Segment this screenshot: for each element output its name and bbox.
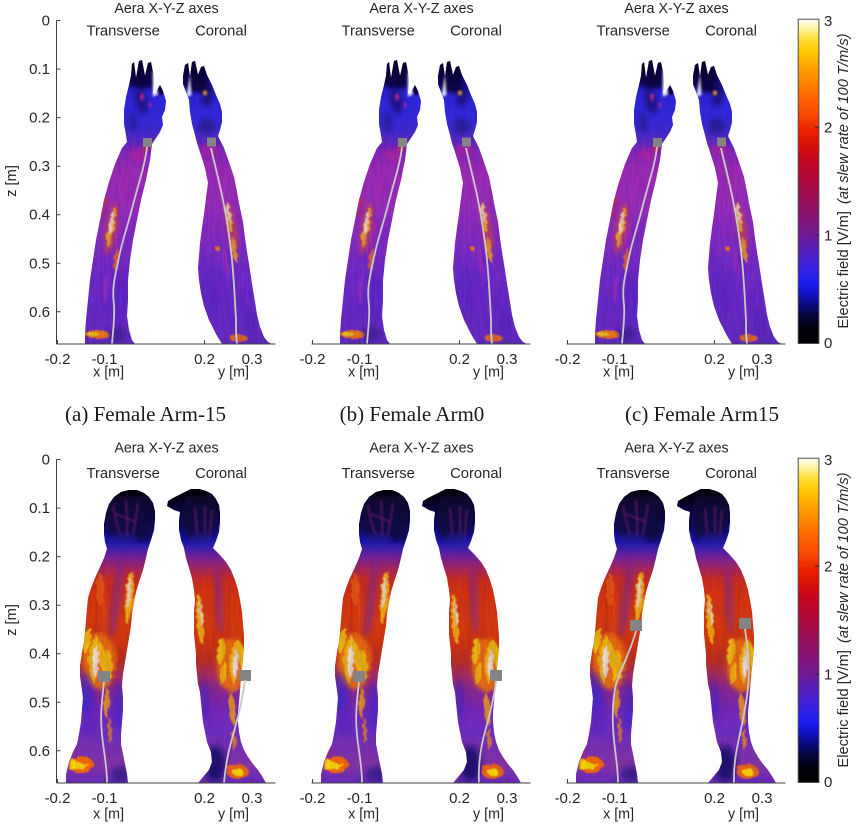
svg-text:3: 3 — [824, 13, 832, 30]
svg-text:0.2: 0.2 — [29, 110, 50, 127]
svg-text:y [m]: y [m] — [473, 807, 504, 823]
svg-text:Transverse: Transverse — [596, 466, 669, 482]
svg-text:Transverse: Transverse — [341, 466, 414, 482]
svg-text:y [m]: y [m] — [218, 807, 249, 823]
svg-text:-0.2: -0.2 — [555, 790, 581, 807]
svg-text:-0.1: -0.1 — [602, 351, 628, 368]
svg-text:Aera X-Y-Z axes: Aera X-Y-Z axes — [369, 1, 473, 17]
svg-text:Electric field [V/m](at slew r: Electric field [V/m](at slew rate of 100… — [836, 472, 852, 767]
svg-text:0.2: 0.2 — [29, 549, 50, 566]
svg-text:0.2: 0.2 — [194, 790, 215, 807]
svg-text:-0.2: -0.2 — [300, 790, 326, 807]
svg-text:Coronal: Coronal — [705, 24, 757, 40]
svg-text:0: 0 — [42, 452, 50, 469]
svg-text:0.3: 0.3 — [752, 790, 773, 807]
svg-text:x [m]: x [m] — [603, 807, 634, 823]
svg-text:y [m]: y [m] — [728, 807, 759, 823]
svg-text:Electric field [V/m](at slew r: Electric field [V/m](at slew rate of 100… — [836, 33, 852, 328]
svg-text:Aera X-Y-Z axes: Aera X-Y-Z axes — [369, 441, 473, 457]
svg-text:-0.2: -0.2 — [45, 790, 71, 807]
svg-text:Coronal: Coronal — [450, 24, 502, 40]
svg-text:Coronal: Coronal — [705, 466, 757, 482]
svg-text:Aera X-Y-Z axes: Aera X-Y-Z axes — [624, 1, 728, 17]
svg-text:0.5: 0.5 — [29, 694, 50, 711]
svg-text:x [m]: x [m] — [93, 365, 124, 381]
svg-text:1: 1 — [824, 227, 832, 244]
svg-text:0.2: 0.2 — [449, 351, 470, 368]
svg-text:0.5: 0.5 — [29, 255, 50, 272]
svg-text:z [m]: z [m] — [4, 165, 20, 197]
svg-text:0.2: 0.2 — [194, 351, 215, 368]
svg-text:3: 3 — [824, 452, 832, 469]
svg-text:-0.1: -0.1 — [347, 351, 373, 368]
svg-text:Transverse: Transverse — [596, 24, 669, 40]
svg-text:Aera X-Y-Z axes: Aera X-Y-Z axes — [624, 441, 728, 457]
svg-text:1: 1 — [824, 666, 832, 683]
svg-text:x [m]: x [m] — [603, 365, 634, 381]
svg-text:0.3: 0.3 — [29, 597, 50, 614]
svg-text:Coronal: Coronal — [450, 466, 502, 482]
svg-text:Transverse: Transverse — [341, 24, 414, 40]
svg-text:Transverse: Transverse — [86, 466, 159, 482]
svg-text:-0.2: -0.2 — [555, 351, 581, 368]
svg-text:0: 0 — [42, 13, 50, 30]
svg-text:y [m]: y [m] — [728, 365, 759, 381]
svg-text:0.2: 0.2 — [704, 351, 725, 368]
svg-text:0.6: 0.6 — [29, 743, 50, 760]
svg-text:(a) Female Arm-15: (a) Female Arm-15 — [65, 402, 226, 426]
svg-text:0.1: 0.1 — [29, 61, 50, 78]
svg-text:0.3: 0.3 — [242, 790, 263, 807]
svg-text:Transverse: Transverse — [86, 24, 159, 40]
svg-text:y [m]: y [m] — [218, 365, 249, 381]
svg-text:0.3: 0.3 — [497, 351, 518, 368]
svg-text:0.4: 0.4 — [29, 646, 50, 663]
svg-text:2: 2 — [824, 119, 832, 136]
svg-text:-0.2: -0.2 — [45, 351, 71, 368]
svg-text:0.3: 0.3 — [752, 351, 773, 368]
svg-text:z [m]: z [m] — [4, 604, 20, 636]
svg-text:0.1: 0.1 — [29, 500, 50, 517]
svg-text:2: 2 — [824, 558, 832, 575]
svg-text:(c) Female Arm15: (c) Female Arm15 — [625, 402, 779, 426]
svg-text:0: 0 — [824, 774, 832, 791]
svg-text:0.3: 0.3 — [497, 790, 518, 807]
svg-text:(b) Female Arm0: (b) Female Arm0 — [340, 402, 485, 426]
svg-text:0.4: 0.4 — [29, 207, 50, 224]
svg-text:Coronal: Coronal — [195, 466, 247, 482]
svg-text:0: 0 — [824, 335, 832, 352]
svg-text:0.2: 0.2 — [449, 790, 470, 807]
svg-text:0.3: 0.3 — [29, 158, 50, 175]
svg-text:Coronal: Coronal — [195, 24, 247, 40]
svg-text:x [m]: x [m] — [348, 807, 379, 823]
svg-text:Aera X-Y-Z axes: Aera X-Y-Z axes — [114, 441, 218, 457]
svg-text:-0.2: -0.2 — [300, 351, 326, 368]
svg-text:-0.1: -0.1 — [602, 790, 628, 807]
svg-text:Aera X-Y-Z axes: Aera X-Y-Z axes — [114, 1, 218, 17]
svg-text:0.2: 0.2 — [704, 790, 725, 807]
svg-text:y [m]: y [m] — [473, 365, 504, 381]
svg-text:x [m]: x [m] — [93, 807, 124, 823]
svg-text:0.6: 0.6 — [29, 304, 50, 321]
svg-text:-0.1: -0.1 — [92, 790, 118, 807]
svg-text:x [m]: x [m] — [348, 365, 379, 381]
svg-text:-0.1: -0.1 — [92, 351, 118, 368]
svg-text:-0.1: -0.1 — [347, 790, 373, 807]
svg-text:0.3: 0.3 — [242, 351, 263, 368]
